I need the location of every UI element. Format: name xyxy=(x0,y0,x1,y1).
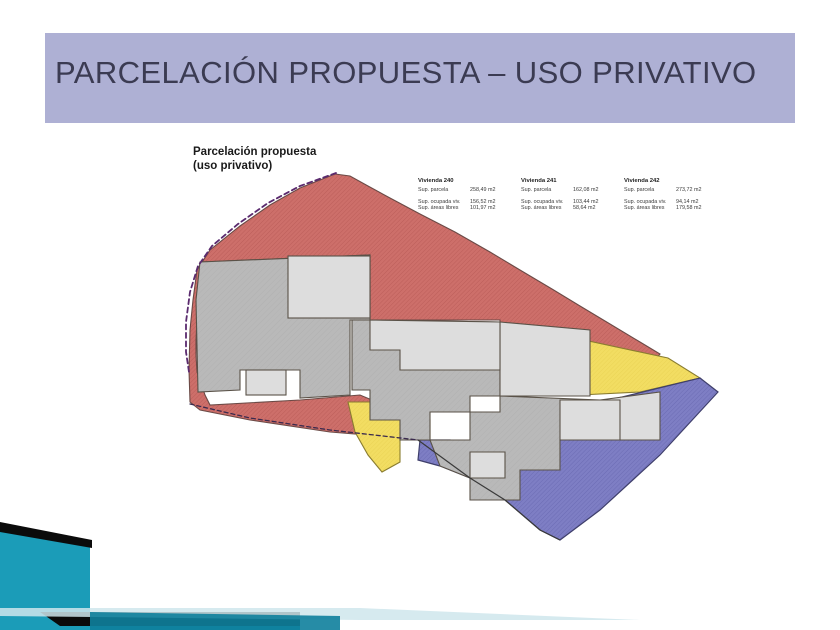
legend-title: Vivienda 240 xyxy=(418,178,454,184)
page-title: PARCELACIÓN PROPUESTA – USO PRIVATIVO xyxy=(55,55,757,90)
legend-value-libres: 101,97 m2 xyxy=(470,205,496,212)
legend-value-ocupada: 103,44 m2 xyxy=(573,198,599,205)
legend-table-vivienda-242: Vivienda 242 Sup. parcela 273,72 m2 Sup.… xyxy=(624,178,701,212)
legend-label-ocupada: Sup. ocupada viv. xyxy=(624,198,667,205)
legend-row-ocupada: Sup. ocupada viv. 156,52 m2 xyxy=(418,199,495,206)
legend-row-libres: Sup. áreas libres 179,58 m2 xyxy=(624,205,701,212)
legend-title: Vivienda 242 xyxy=(624,178,660,184)
legend-value-ocupada: 156,52 m2 xyxy=(470,198,496,205)
legend-label-ocupada: Sup. ocupada viv. xyxy=(521,198,564,205)
legend-label-parcela: Sup. parcela xyxy=(521,187,552,194)
legend-row-ocupada: Sup. ocupada viv. 103,44 m2 xyxy=(521,199,598,206)
map-caption-line-2: (uso privativo) xyxy=(193,160,273,172)
deco-teal-dark-band xyxy=(90,612,340,630)
legend-label-libres: Sup. áreas libres xyxy=(624,205,665,212)
title-band xyxy=(45,33,795,123)
legend-row-parcela: Sup. parcela 273,72 m2 xyxy=(624,187,701,194)
decorative-corner-graphic xyxy=(0,522,640,630)
legend-label-ocupada: Sup. ocupada viv. xyxy=(418,198,461,205)
legend-label-libres: Sup. áreas libres xyxy=(418,205,459,212)
legend-label-parcela: Sup. parcela xyxy=(418,187,449,194)
legend-row-libres: Sup. áreas libres 58,64 m2 xyxy=(521,205,598,212)
deco-black-edge xyxy=(0,522,92,548)
legend-value-libres: 179,58 m2 xyxy=(676,205,702,212)
property-boundary-dashed-south xyxy=(189,403,419,441)
legend-row-parcela: Sup. parcela 162,08 m2 xyxy=(521,187,598,194)
deco-teal-block xyxy=(0,526,90,612)
legend-value-parcela: 258,49 m2 xyxy=(470,187,496,194)
legend-table-vivienda-240: Vivienda 240 Sup. parcela 258,49 m2 Sup.… xyxy=(418,178,495,212)
legend-label-parcela: Sup. parcela xyxy=(624,187,655,194)
map-caption-line-1: Parcelación propuesta xyxy=(193,146,317,158)
legend-value-parcela: 273,72 m2 xyxy=(676,187,702,194)
legend-row-ocupada: Sup. ocupada viv. 94,14 m2 xyxy=(624,199,701,206)
legend-row-parcela: Sup. parcela 258,49 m2 xyxy=(418,187,495,194)
property-boundary-solid xyxy=(417,439,561,541)
legend-title: Vivienda 241 xyxy=(521,178,557,184)
legend-label-libres: Sup. áreas libres xyxy=(521,205,562,212)
legend-value-libres: 58,64 m2 xyxy=(573,205,596,212)
legend-value-parcela: 162,08 m2 xyxy=(573,187,599,194)
property-boundary-dashed xyxy=(185,172,337,373)
legend-table-vivienda-241: Vivienda 241 Sup. parcela 162,08 m2 Sup.… xyxy=(521,178,598,212)
building-footprints-light xyxy=(245,255,621,479)
legend-row-libres: Sup. áreas libres 101,97 m2 xyxy=(418,205,495,212)
map-caption: Parcelación propuesta (uso privativo) xyxy=(193,145,316,173)
legend-value-ocupada: 94,14 m2 xyxy=(676,198,699,205)
